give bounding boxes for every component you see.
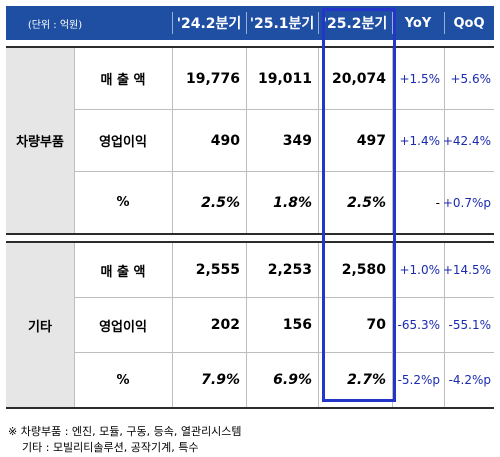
value-yoy: +1.0% [399,263,440,277]
unit-label: (단위 : 억원) [27,19,83,31]
header-col-qoq: QoQ [453,15,485,31]
header-divider [444,12,445,34]
value-24q2: 490 [210,132,240,149]
value-25q2: 497 [356,132,386,149]
value-24q2: 202 [210,317,240,333]
column-divider [392,48,393,233]
group-top-rule [6,241,494,243]
table-row: % 2.5% 1.8% 2.5% - +0.7%p [74,172,494,233]
row-divider [74,352,494,353]
value-25q1: 2,253 [267,262,312,278]
metric-label: % [116,195,130,210]
value-qoq: -55.1% [448,318,491,332]
footnotes: ※ 차량부품 : 엔진, 모듈, 구동, 등속, 열관리시스템 기타 : 모빌리… [8,424,242,456]
value-24q2: 7.9% [201,372,240,388]
row-divider [74,171,494,172]
group-label: 차량부품 [6,48,74,233]
table-row: 영업이익 490 349 497 +1.4% +42.4% [74,110,494,171]
value-qoq: +5.6% [450,71,491,86]
header-divider [172,12,173,34]
column-divider [246,243,247,407]
column-divider [172,243,173,407]
group-bottom-rule [6,233,494,235]
header-divider [392,12,393,34]
value-24q2: 2,555 [195,262,240,278]
column-divider [444,243,445,407]
table-row: 매 출 액 19,776 19,011 20,074 +1.5% +5.6% [74,48,494,109]
column-divider [392,243,393,407]
value-25q2: 2,580 [341,262,386,278]
header-col-25q1: '25.1분기 [249,16,315,32]
highlight-25q2-column [322,8,396,402]
column-divider [246,48,247,233]
metric-label: 영업이익 [99,135,147,150]
value-25q2: 2.7% [347,372,386,388]
group-bottom-rule [6,407,494,409]
header-col-24q2: '24.2분기 [176,16,242,32]
value-24q2: 19,776 [185,70,240,87]
value-25q1: 349 [282,132,312,149]
header-divider [318,12,319,34]
header-col-25q2: '25.2분기 [322,16,388,32]
table-row: 매 출 액 2,555 2,253 2,580 +1.0% +14.5% [74,243,494,297]
header-col-yoy: YoY [404,15,432,31]
column-divider [444,48,445,233]
value-yoy: -5.2%p [397,373,440,387]
column-divider [172,48,173,233]
group-vehicle-parts: 차량부품 매 출 액 19,776 19,011 20,074 +1.5% +5… [6,46,494,235]
table-row: 영업이익 202 156 70 -65.3% -55.1% [74,298,494,352]
value-qoq: +42.4% [442,133,491,148]
value-25q1: 6.9% [273,372,312,388]
table-header: (단위 : 억원) '24.2분기 '25.1분기 '25.2분기 YoY Qo… [6,6,494,40]
value-qoq: +14.5% [442,263,491,277]
group-top-rule [6,46,494,48]
table-row: % 7.9% 6.9% 2.7% -5.2%p -4.2%p [74,353,494,407]
value-25q2: 20,074 [331,70,386,87]
metric-label: 매 출 액 [100,264,146,280]
footnote-other: 기타 : 모빌리티솔루션, 공작기계, 특수 [22,441,199,454]
row-divider [74,109,494,110]
value-yoy: - [435,195,440,210]
value-25q1: 1.8% [273,194,312,211]
column-divider [318,48,319,233]
value-yoy: +1.5% [399,71,440,86]
value-25q2: 70 [366,317,386,333]
value-25q1: 156 [282,317,312,333]
value-yoy: -65.3% [397,318,440,332]
header-divider [246,12,247,34]
row-divider [74,297,494,298]
value-qoq: -4.2%p [448,373,491,387]
value-yoy: +1.4% [399,133,440,148]
column-divider [74,243,75,407]
metric-label: 매 출 액 [100,73,146,88]
value-25q1: 19,011 [257,70,312,87]
metric-label: % [116,372,130,388]
value-24q2: 2.5% [201,194,240,211]
column-divider [74,48,75,233]
group-label: 기타 [6,243,74,407]
value-qoq: +0.7%p [442,195,491,210]
metric-label: 영업이익 [99,319,147,335]
group-other: 기타 매 출 액 2,555 2,253 2,580 +1.0% +14.5% … [6,241,494,409]
column-divider [318,243,319,407]
footnote-vehicle-parts: ※ 차량부품 : 엔진, 모듈, 구동, 등속, 열관리시스템 [8,425,242,438]
value-25q2: 2.5% [347,194,386,211]
